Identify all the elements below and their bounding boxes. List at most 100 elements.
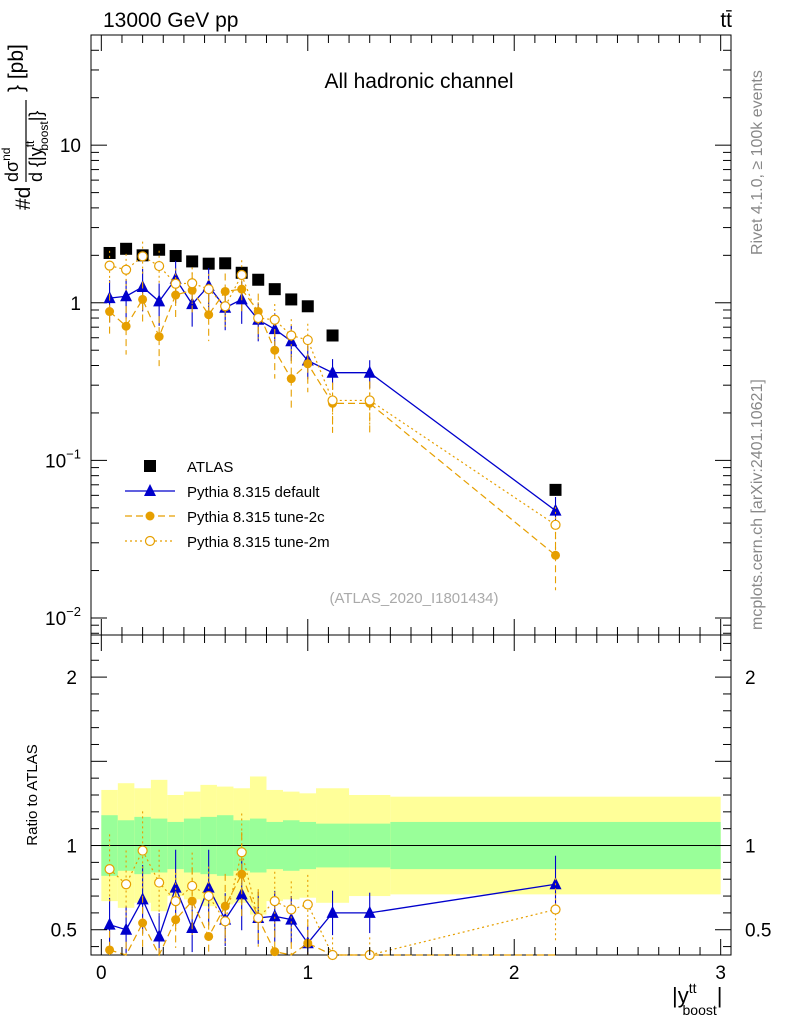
main-y-tick-label: 10−1 [45, 446, 81, 472]
pythia-8-315-tune-2m-line [109, 255, 556, 526]
pythia-8-315-tune-2c-point [551, 550, 561, 560]
pythia-8-315-tune-2c-ratio-point [105, 945, 115, 955]
pythia-8-315-tune-2c-line [109, 288, 556, 556]
pythia-8-315-default-point [549, 503, 562, 516]
pythia-8-315-tune-2m-point [269, 314, 280, 325]
pythia-8-315-tune-2c-point [121, 321, 131, 331]
pythia-8-315-tune-2m-point [104, 260, 115, 271]
main-y-axis-label-num: dσnd [0, 148, 22, 182]
pythia-8-315-tune-2m-ratio-point [104, 864, 115, 875]
pythia-8-315-default-ratio-point [103, 917, 116, 930]
main-y-tick-label: 10 [60, 136, 81, 157]
x-tick-label: 3 [715, 963, 726, 984]
main-y-tick-exponent: −1 [66, 446, 81, 461]
legend-label-pythia-8-315-tune-2m: Pythia 8.315 tune-2m [187, 534, 330, 551]
atlas-point [252, 273, 265, 286]
pythia-8-315-tune-2m-point [220, 301, 231, 312]
ratio-y-tick-label-right: 0.5 [745, 921, 771, 942]
ratio-y-tick-label-right: 2 [745, 668, 756, 689]
pythia-8-315-default-line [109, 277, 556, 512]
x-tick-label: 2 [509, 963, 520, 984]
main-y-axis-label-den: d {|yttboost|} [23, 111, 51, 182]
atlas-point [120, 242, 133, 255]
chart-title: All hadronic channel [324, 70, 513, 93]
main-y-tick-label: 1 [70, 294, 81, 315]
main-y-tick-exponent: −2 [66, 604, 81, 619]
x-tick-label: 0 [96, 963, 107, 984]
pythia-8-315-tune-2m-ratio-point [187, 880, 198, 892]
pythia-8-315-tune-2c-ratio-point [220, 901, 230, 911]
ratio-y-tick-label-left: 2 [66, 668, 77, 689]
pythia-8-315-tune-2m-point [302, 334, 313, 346]
legend-label-pythia-8-315-tune-2c: Pythia 8.315 tune-2c [187, 509, 325, 526]
pythia-8-315-tune-2m-ratio-point [550, 904, 561, 915]
atlas-point [285, 293, 298, 306]
ratio-y-tick-label-right: 1 [745, 837, 756, 858]
x-tick-label: 1 [302, 963, 313, 984]
pythia-8-315-default-ratio-point [326, 905, 339, 918]
pythia-8-315-default-ratio-point [363, 905, 376, 918]
pythia-8-315-tune-2c-ratio-point [138, 918, 148, 928]
pythia-8-315-tune-2m-point [286, 330, 297, 341]
pythia-8-315-default-ratio-point [120, 922, 133, 935]
pythia-8-315-tune-2c-ratio-point [270, 947, 280, 957]
pythia-8-315-tune-2c-ratio-point [204, 931, 214, 941]
pythia-8-315-tune-2c-point [105, 307, 115, 317]
atlas-point [169, 250, 182, 263]
atlas-point [219, 257, 232, 270]
pythia-8-315-tune-2m-point [203, 284, 214, 295]
ratio-y-ticks: 0.5 0.5 1 1 2 2 [51, 642, 771, 948]
main-y-axis-label: #d dσnd d {|yttboost|} } [pb] [0, 44, 51, 210]
atlas-point [186, 255, 199, 268]
pythia-8-315-tune-2c-point [138, 294, 148, 304]
pythia-8-315-tune-2c-point [154, 332, 164, 342]
pythia-8-315-default-ratio-line [109, 883, 556, 945]
pythia-8-315-default-point [326, 365, 339, 378]
pythia-8-315-default-ratio-point [153, 929, 166, 942]
header-process: tt̄ [720, 9, 732, 32]
x-axis-label: |ytt boost| [672, 980, 722, 1018]
pythia-8-315-tune-2c-point [204, 310, 214, 320]
analysis-label: (ATLAS_2020_I1801434) [329, 590, 498, 607]
main-y-axis-label-text: #d [12, 187, 35, 210]
pythia-8-315-tune-2c-ratio-line [109, 872, 556, 957]
pythia-8-315-tune-2m-ratio-point [236, 847, 247, 858]
pythia-8-315-default-point [363, 365, 376, 378]
ratio-panel: 0.5 0.5 1 1 2 2 0 1 2 3 [51, 35, 771, 984]
legend-marker-pythia-8-315-tune-2m [144, 535, 156, 547]
pythia-8-315-tune-2c-point [303, 359, 313, 369]
pythia-8-315-tune-2m-ratio-point [286, 904, 297, 915]
pythia-8-315-tune-2m-point [253, 312, 264, 324]
ratio-y-tick-label-left: 1 [66, 837, 77, 858]
legend-label-pythia-8-315-default: Pythia 8.315 default [187, 484, 320, 501]
pythia-8-315-tune-2m-ratio-point [137, 845, 148, 856]
atlas-point [326, 329, 339, 342]
atlas-point [268, 283, 281, 296]
legend-marker-pythia-8-315-default [144, 484, 156, 496]
legend: ATLAS Pythia 8.315 default Pythia 8.315 tu… [125, 459, 330, 551]
ratio-y-tick-label-left: 0.5 [51, 921, 77, 942]
main-panel: 10−2 10−1 1 10 All hadronic channel (ATLAS_… [45, 34, 732, 636]
pythia-8-315-tune-2m-ratio-point [170, 896, 181, 907]
pythia-8-315-tune-2m-point [187, 278, 198, 289]
pythia-8-315-tune-2c-point [286, 374, 296, 384]
x-axis-label-main: |ytt boost| [672, 980, 722, 1018]
main-y-tick-label: 10−2 [45, 604, 81, 630]
legend-marker-pythia-8-315-tune-2c [145, 511, 155, 521]
legend-label-atlas: ATLAS [187, 459, 233, 476]
pythia-8-315-tune-2c-point [237, 284, 247, 294]
main-y-axis-label-unit: } [pb] [5, 44, 28, 92]
atlas-point [103, 246, 116, 259]
ratio-series-layer [103, 811, 562, 961]
pythia-8-315-tune-2m-point [120, 264, 132, 275]
pythia-8-315-tune-2m-ratio-point [203, 890, 214, 902]
main-series-layer [103, 241, 562, 591]
side-label-mcplots: mcplots.cern.ch [arXiv:2401.10621] [749, 379, 766, 630]
pythia-8-315-tune-2m-ratio-point [220, 916, 231, 927]
pythia-8-315-tune-2c-point [270, 345, 280, 355]
legend-marker-atlas [144, 460, 156, 472]
atlas-point [202, 257, 215, 270]
pythia-8-315-default-ratio-point [169, 880, 182, 893]
header-energy: 13000 GeV pp [103, 9, 238, 32]
pythia-8-315-tune-2m-ratio-point [253, 912, 264, 924]
